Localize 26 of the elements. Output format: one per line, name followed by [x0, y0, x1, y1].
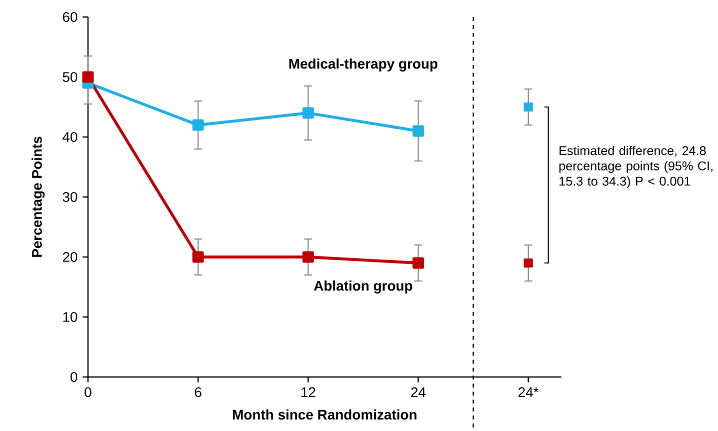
- point: [302, 251, 314, 263]
- y-tick-label: 20: [62, 252, 78, 262]
- point: [192, 251, 204, 263]
- point: [524, 258, 533, 268]
- text: Medical-therapy group: [289, 58, 438, 72]
- series-label: Ablation group: [314, 280, 412, 294]
- y-tick-label: 30: [62, 192, 78, 202]
- point: [524, 102, 533, 112]
- annotation: Estimated difference, 24.8 percentage points (95% CI, 15.3 to 34.3) P < 0.001: [559, 146, 712, 188]
- y-tick-label: 0: [70, 372, 78, 382]
- x-tick-label: 6: [194, 387, 202, 398]
- x-tick-label: 24*: [518, 387, 539, 397]
- point: [412, 257, 424, 269]
- point: [192, 119, 204, 131]
- y-tick-label: 50: [62, 72, 78, 82]
- point: [82, 71, 94, 83]
- point: [302, 107, 314, 119]
- x-tick-label: 0: [84, 387, 92, 398]
- y-tick-label: 10: [63, 312, 78, 322]
- x-tick-label: 24: [411, 387, 426, 397]
- point: [412, 125, 424, 137]
- x-tick-label: 12: [301, 387, 316, 397]
- y-axis-title: Percentage Points: [32, 136, 45, 257]
- x-axis-title: Month since Randomization: [233, 409, 416, 420]
- y-tick-label: 40: [62, 132, 78, 142]
- y-tick-label: 60: [62, 12, 78, 22]
